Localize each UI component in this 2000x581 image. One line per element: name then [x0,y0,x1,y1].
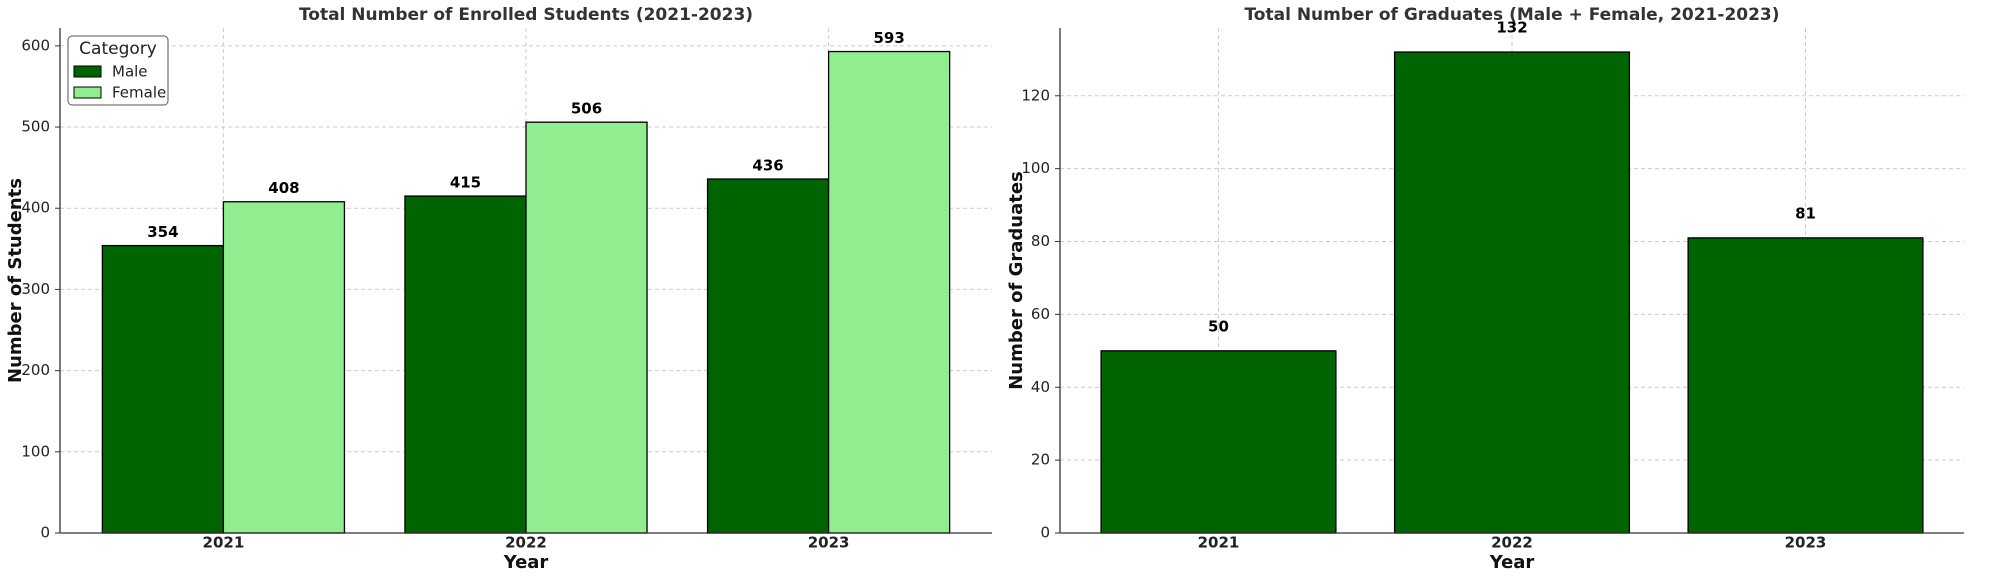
value-label: 436 [752,157,783,175]
bar [1687,237,1924,534]
value-label: 506 [571,100,602,118]
chart-title: Total Number of Enrolled Students (2021-… [299,5,753,25]
value-label: 354 [147,223,178,241]
value-label: 593 [873,29,904,47]
value-label: 415 [450,174,481,192]
legend-title: Category [79,39,157,59]
y-tick-label: 40 [1031,378,1050,396]
value-label: 408 [268,179,299,197]
y-tick-label: 200 [21,361,50,379]
bar [404,195,527,534]
value-label: 81 [1795,204,1816,222]
y-axis-label: Number of Graduates [1006,171,1027,390]
y-tick-label: 300 [21,280,50,298]
x-tick-label: 2021 [203,534,245,552]
bar [706,178,830,534]
bar [101,244,225,534]
y-tick-label: 0 [40,524,50,542]
legend-swatch [73,65,102,78]
bar [1100,350,1337,534]
y-tick-label: 0 [1040,524,1050,542]
value-label: 132 [1496,19,1527,37]
y-tick-label: 120 [1021,86,1050,104]
bar [827,50,951,534]
y-tick-label: 20 [1031,451,1050,469]
y-tick-label: 60 [1031,305,1050,323]
bar [525,121,648,534]
y-tick-label: 500 [21,118,50,136]
x-axis-label: Year [503,552,549,573]
x-tick-label: 2022 [505,534,547,552]
x-tick-label: 2023 [1785,534,1827,552]
x-axis-label: Year [1489,552,1535,573]
x-tick-label: 2023 [808,534,850,552]
bar [1393,51,1631,534]
legend-label: Male [112,63,148,81]
chart-title: Total Number of Graduates (Male + Female… [1244,5,1779,25]
value-label: 50 [1208,317,1229,335]
legend-label: Female [112,84,166,102]
bar [222,201,346,534]
legend-swatch [73,86,102,99]
y-tick-label: 100 [1021,159,1050,177]
x-tick-label: 2021 [1198,534,1240,552]
y-tick-label: 80 [1031,232,1050,250]
y-tick-label: 400 [21,199,50,217]
y-axis-label: Number of Students [5,178,26,383]
x-tick-label: 2022 [1491,534,1533,552]
y-tick-label: 100 [21,442,50,460]
y-tick-label: 600 [21,36,50,54]
